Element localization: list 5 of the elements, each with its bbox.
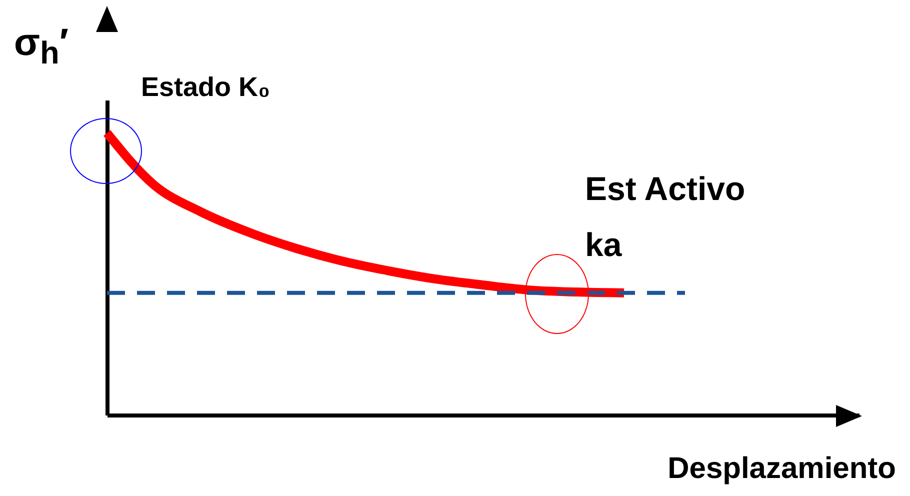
text: Estado K₀: [141, 72, 270, 102]
y-axis-title: σ$_{h}$′: [14, 22, 68, 72]
x-axis-title: Desplazamiento: [668, 452, 896, 486]
annotation: ka: [585, 226, 622, 263]
annotation: Est Activo: [585, 170, 746, 207]
